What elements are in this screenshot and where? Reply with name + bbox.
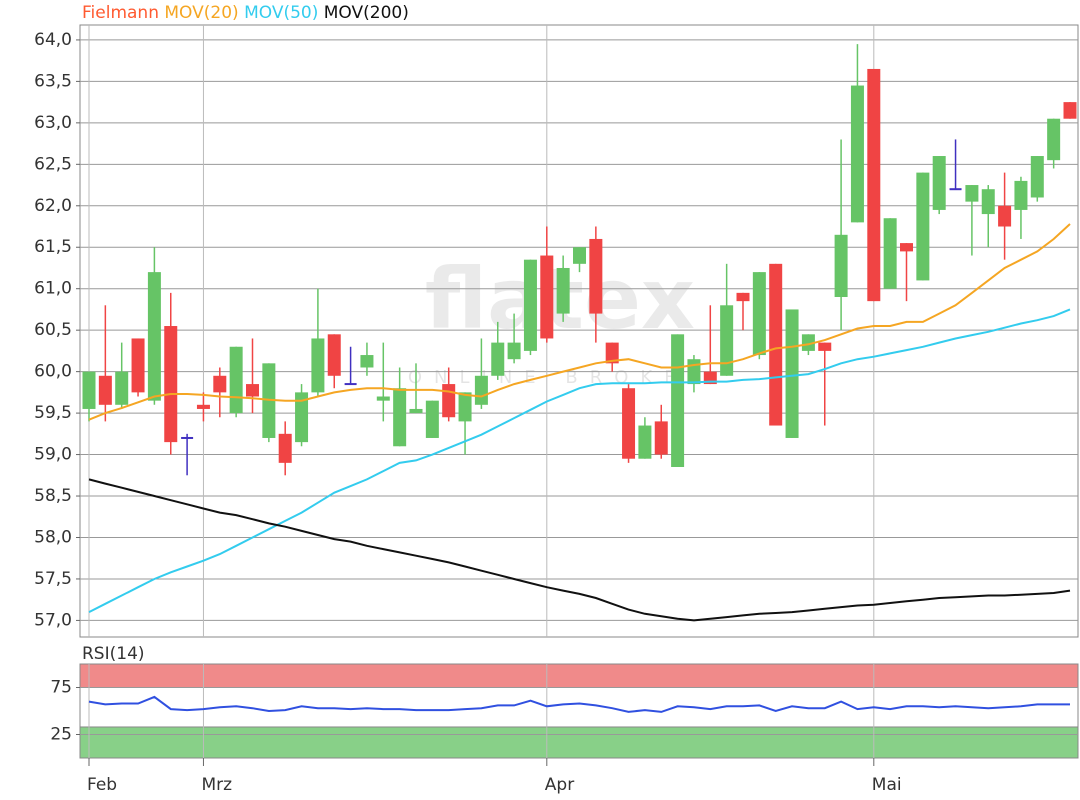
candle-body — [540, 255, 554, 339]
y-tick-label: 59,0 — [34, 445, 72, 465]
candle-body — [246, 384, 259, 397]
candle-body — [1047, 118, 1061, 161]
candle-body — [474, 375, 488, 405]
y-tick-label: 58,0 — [34, 527, 72, 547]
candle-body — [458, 392, 472, 422]
candle-body — [785, 309, 799, 438]
candle-body — [769, 263, 783, 426]
candle-body — [834, 234, 848, 297]
candle-body — [850, 85, 864, 223]
y-tick-label: 63,0 — [34, 113, 72, 133]
y-tick-label: 58,5 — [34, 486, 72, 506]
candle-body — [1063, 102, 1077, 119]
y-tick-label: 64,0 — [34, 30, 72, 50]
candle-body — [98, 375, 112, 405]
candle-body — [965, 185, 979, 202]
candle-body — [867, 68, 881, 302]
candle-body — [720, 305, 734, 376]
y-tick-label: 59,5 — [34, 403, 72, 423]
candle-body — [654, 421, 668, 455]
x-tick-label: Mrz — [201, 775, 232, 795]
legend-entry: Fielmann — [82, 3, 159, 23]
y-tick-label: 75 — [50, 678, 72, 698]
candle-body — [932, 156, 946, 210]
candle-body — [998, 205, 1012, 227]
candle-body — [393, 388, 407, 447]
candle-body — [115, 371, 129, 405]
candle-body — [1030, 156, 1044, 198]
candle-body — [638, 425, 652, 459]
candle-body — [229, 346, 243, 414]
candle-body — [409, 408, 423, 414]
candle-body — [556, 267, 570, 314]
candle-body — [981, 189, 995, 215]
candle-body — [131, 338, 145, 393]
y-tick-label: 61,0 — [34, 279, 72, 299]
line-series — [88, 223, 1071, 421]
candle-body — [491, 342, 505, 376]
candle-body — [589, 238, 603, 314]
candle-body — [671, 334, 685, 467]
candle-body — [1014, 180, 1028, 210]
line-series — [88, 478, 1071, 622]
y-tick-label: 60,0 — [34, 362, 72, 382]
main-plot-area — [79, 24, 1079, 638]
x-tick-label: Apr — [545, 775, 574, 795]
x-tick-label: Feb — [87, 775, 117, 795]
y-tick-label: 57,5 — [34, 569, 72, 589]
y-tick-label: 57,0 — [34, 610, 72, 630]
candle-body — [507, 342, 521, 360]
candle-body — [327, 334, 341, 376]
candle-body — [311, 338, 325, 393]
rsi-title: RSI(14) — [82, 644, 145, 664]
legend: Fielmann MOV(20) MOV(50) MOV(200) — [82, 3, 409, 23]
candle-body — [442, 384, 456, 418]
candle-body — [573, 247, 586, 264]
candle-body — [278, 433, 292, 463]
candle-body — [376, 396, 390, 401]
candle-body — [213, 375, 227, 393]
candle-body — [360, 355, 374, 368]
y-tick-label: 60,5 — [34, 320, 72, 340]
legend-entry: MOV(50) — [244, 3, 318, 23]
candle-body — [523, 259, 537, 351]
y-tick-label: 62,0 — [34, 196, 72, 216]
x-tick-label: Mai — [872, 775, 902, 795]
candle-body — [295, 392, 309, 443]
candle-body — [164, 326, 178, 443]
candle-body — [82, 371, 96, 409]
line-series — [88, 695, 1070, 713]
y-tick-label: 63,5 — [34, 71, 72, 91]
candle-body — [605, 342, 619, 364]
candle-body — [425, 400, 439, 438]
candle-body — [147, 272, 161, 401]
candle-body — [622, 388, 636, 459]
candle-body — [818, 342, 832, 351]
candle-body — [900, 243, 913, 252]
candle-body — [883, 218, 897, 289]
candle-body — [801, 334, 815, 351]
y-tick-label: 62,5 — [34, 154, 72, 174]
candle-body — [916, 172, 930, 281]
rsi-band — [79, 726, 1079, 759]
legend-entry: MOV(20) — [164, 3, 238, 23]
y-tick-label: 61,5 — [34, 237, 72, 257]
line-series — [88, 308, 1071, 613]
candle-body — [752, 272, 766, 356]
y-tick-label: 25 — [50, 725, 72, 745]
candle-body — [687, 359, 701, 385]
candle-body — [196, 404, 210, 409]
legend-entry: MOV(200) — [324, 3, 409, 23]
candle-body — [736, 292, 750, 302]
rsi-band — [79, 663, 1079, 688]
